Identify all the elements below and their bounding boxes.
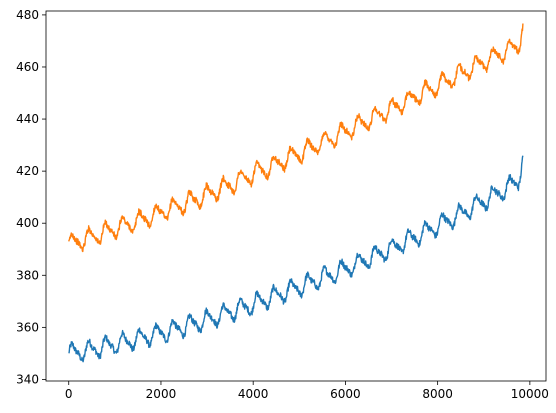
x-tick-label: 10000 <box>511 387 549 401</box>
x-axis-ticks: 0 2000 4000 6000 8000 10000 <box>65 381 549 401</box>
x-tick-label: 6000 <box>330 387 361 401</box>
y-axis-ticks: 340 360 380 400 420 440 460 480 <box>16 8 46 386</box>
y-tick-label: 400 <box>16 216 39 230</box>
x-tick-label: 4000 <box>238 387 269 401</box>
x-tick-label: 2000 <box>146 387 177 401</box>
x-tick-label: 8000 <box>422 387 453 401</box>
y-tick-label: 340 <box>16 372 39 386</box>
x-tick-label: 0 <box>65 387 73 401</box>
y-tick-label: 480 <box>16 8 39 22</box>
y-tick-label: 380 <box>16 268 39 282</box>
y-tick-label: 460 <box>16 60 39 74</box>
y-tick-label: 440 <box>16 112 39 126</box>
plot-area-frame <box>45 10 547 382</box>
y-tick-label: 420 <box>16 164 39 178</box>
series-line-1 <box>68 155 524 363</box>
y-tick-label: 360 <box>16 320 39 334</box>
series-lines <box>68 23 524 363</box>
series-line-2 <box>68 23 524 253</box>
